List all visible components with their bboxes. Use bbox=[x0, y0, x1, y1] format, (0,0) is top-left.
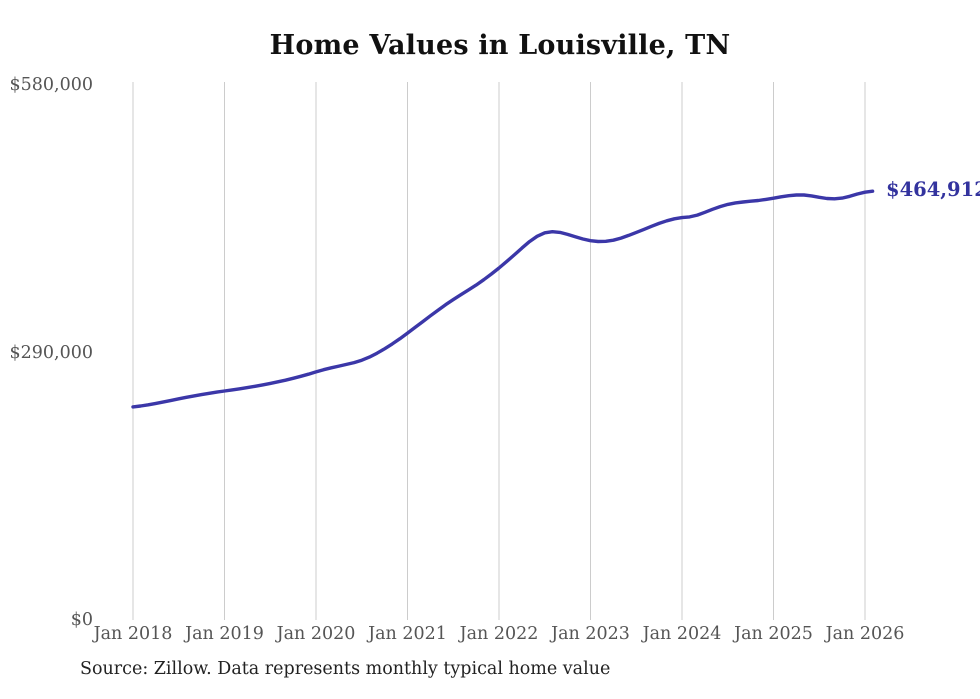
x-tick-label: Jan 2019 bbox=[185, 624, 264, 644]
x-tick-label: Jan 2018 bbox=[93, 624, 173, 644]
y-tick-label: $580,000 bbox=[9, 75, 93, 95]
chart-title: Home Values in Louisville, TN bbox=[269, 30, 731, 61]
x-tick-label: Jan 2025 bbox=[734, 624, 813, 644]
home-value-line bbox=[131, 189, 875, 409]
source-note: Source: Zillow. Data represents monthly … bbox=[80, 659, 611, 679]
x-tick-label: Jan 2020 bbox=[276, 624, 356, 644]
x-tick-label: Jan 2023 bbox=[551, 624, 630, 644]
y-tick-label: $0 bbox=[70, 610, 93, 630]
x-tick-label: Jan 2021 bbox=[368, 624, 447, 644]
x-tick-label: Jan 2024 bbox=[642, 624, 722, 644]
y-tick-label: $290,000 bbox=[9, 342, 93, 363]
current-value-label: $464,912 bbox=[886, 178, 980, 202]
x-tick-label: Jan 2022 bbox=[459, 624, 539, 644]
x-tick-label: Jan 2026 bbox=[825, 624, 905, 644]
